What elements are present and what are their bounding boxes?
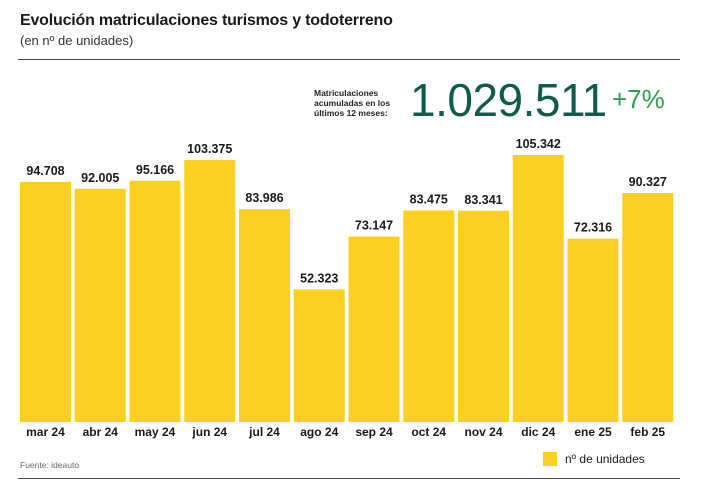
x-tick-label: ene 25 xyxy=(574,425,612,439)
kpi-change: +7% xyxy=(612,84,665,114)
x-tick-label: nov 24 xyxy=(464,425,502,439)
chart-title: Evolución matriculaciones turismos y tod… xyxy=(20,12,393,29)
x-tick-label: oct 24 xyxy=(411,425,446,439)
bar xyxy=(567,238,619,422)
bar-value-label: 94.708 xyxy=(26,164,64,178)
bar xyxy=(458,210,509,422)
legend-swatch xyxy=(543,452,557,466)
bar-value-label: 73.147 xyxy=(355,219,393,233)
bar-value-label: 83.986 xyxy=(245,191,283,205)
legend: nº de unidades xyxy=(543,452,645,466)
bar xyxy=(348,236,400,422)
bar-value-label: 83.475 xyxy=(410,192,448,206)
bar-value-label: 72.316 xyxy=(574,221,612,235)
bar xyxy=(20,181,71,422)
kpi-value: 1.029.511 xyxy=(410,74,607,126)
x-tick-label: mar 24 xyxy=(26,425,65,439)
x-tick-label: abr 24 xyxy=(83,425,119,439)
bar-value-label: 103.375 xyxy=(187,142,232,156)
x-tick-label: ago 24 xyxy=(300,425,338,439)
bar xyxy=(129,180,181,422)
bar xyxy=(293,289,345,422)
x-tick-label: jul 24 xyxy=(248,425,280,439)
bar xyxy=(74,188,126,422)
bar xyxy=(622,193,674,422)
bar-value-label: 90.327 xyxy=(629,175,667,189)
bar-value-label: 52.323 xyxy=(300,271,338,285)
kpi-label: Matriculaciones acumuladas en los último… xyxy=(314,88,391,118)
bar-value-label: 83.341 xyxy=(464,193,502,207)
bar-value-label: 92.005 xyxy=(81,171,119,185)
legend-label: nº de unidades xyxy=(565,452,645,466)
source-note: Fuente: ideauto xyxy=(20,460,80,470)
top-divider xyxy=(18,59,680,60)
x-tick-label: jun 24 xyxy=(191,425,227,439)
chart-subtitle: (en nº de unidades) xyxy=(20,33,134,48)
x-tick-label: may 24 xyxy=(135,425,176,439)
x-tick-label: sep 24 xyxy=(355,425,393,439)
bar xyxy=(239,209,290,422)
bar xyxy=(184,159,236,422)
bar-value-label: 105.342 xyxy=(516,137,561,151)
bottom-divider xyxy=(18,478,680,479)
bar-value-label: 95.166 xyxy=(136,163,174,177)
bar xyxy=(403,210,455,422)
bar xyxy=(512,155,564,422)
x-tick-label: dic 24 xyxy=(521,425,555,439)
x-tick-label: feb 25 xyxy=(630,425,665,439)
